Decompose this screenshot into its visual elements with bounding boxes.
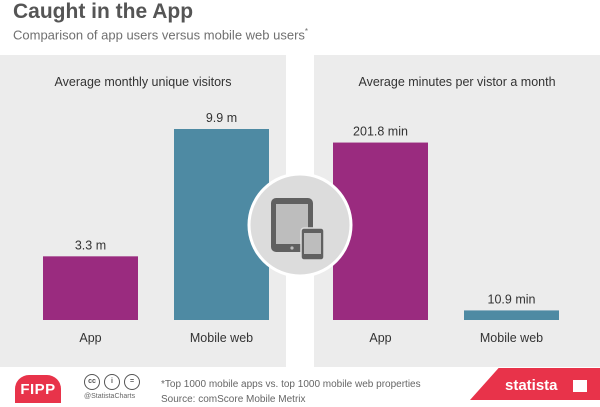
- category-label-0-0: App: [79, 331, 101, 345]
- bar-0-0: [43, 256, 138, 320]
- category-label-1-1: Mobile web: [480, 331, 543, 345]
- subtitle-footnote-mark: *: [304, 27, 309, 36]
- chart-title: Caught in the App: [13, 0, 194, 23]
- subtitle-text: Comparison of app users versus mobile we…: [13, 27, 305, 43]
- chart-subtitle: Comparison of app users versus mobile we…: [13, 27, 308, 42]
- category-label-1-0: App: [369, 331, 391, 345]
- footnote-text: *Top 1000 mobile apps vs. top 1000 mobil…: [161, 379, 421, 390]
- bar-1-1: [464, 310, 559, 320]
- panel-title-1: Average minutes per vistor a month: [358, 75, 555, 89]
- fipp-logo: FIPP: [15, 375, 61, 403]
- twitter-handle: @StatistaCharts: [84, 393, 136, 400]
- footnote: *Top 1000 mobile apps vs. top 1000 mobil…: [161, 377, 421, 407]
- statista-logo[interactable]: statista: [505, 377, 558, 394]
- category-label-0-1: Mobile web: [190, 331, 253, 345]
- equals-icon: =: [124, 374, 140, 390]
- attribution-icon: i: [104, 374, 120, 390]
- device-badge: [247, 172, 353, 278]
- data-label-1-0: 201.8 min: [353, 125, 408, 139]
- data-label-0-0: 3.3 m: [75, 238, 106, 252]
- creative-commons-icon: cc: [84, 374, 100, 390]
- data-label-1-1: 10.9 min: [488, 292, 536, 306]
- panel-title-0: Average monthly unique visitors: [55, 75, 232, 89]
- data-label-0-1: 9.9 m: [206, 111, 237, 125]
- smartphone-icon: [300, 227, 325, 261]
- statista-flag-icon: [573, 380, 587, 392]
- license-icons: cc i =: [84, 374, 140, 390]
